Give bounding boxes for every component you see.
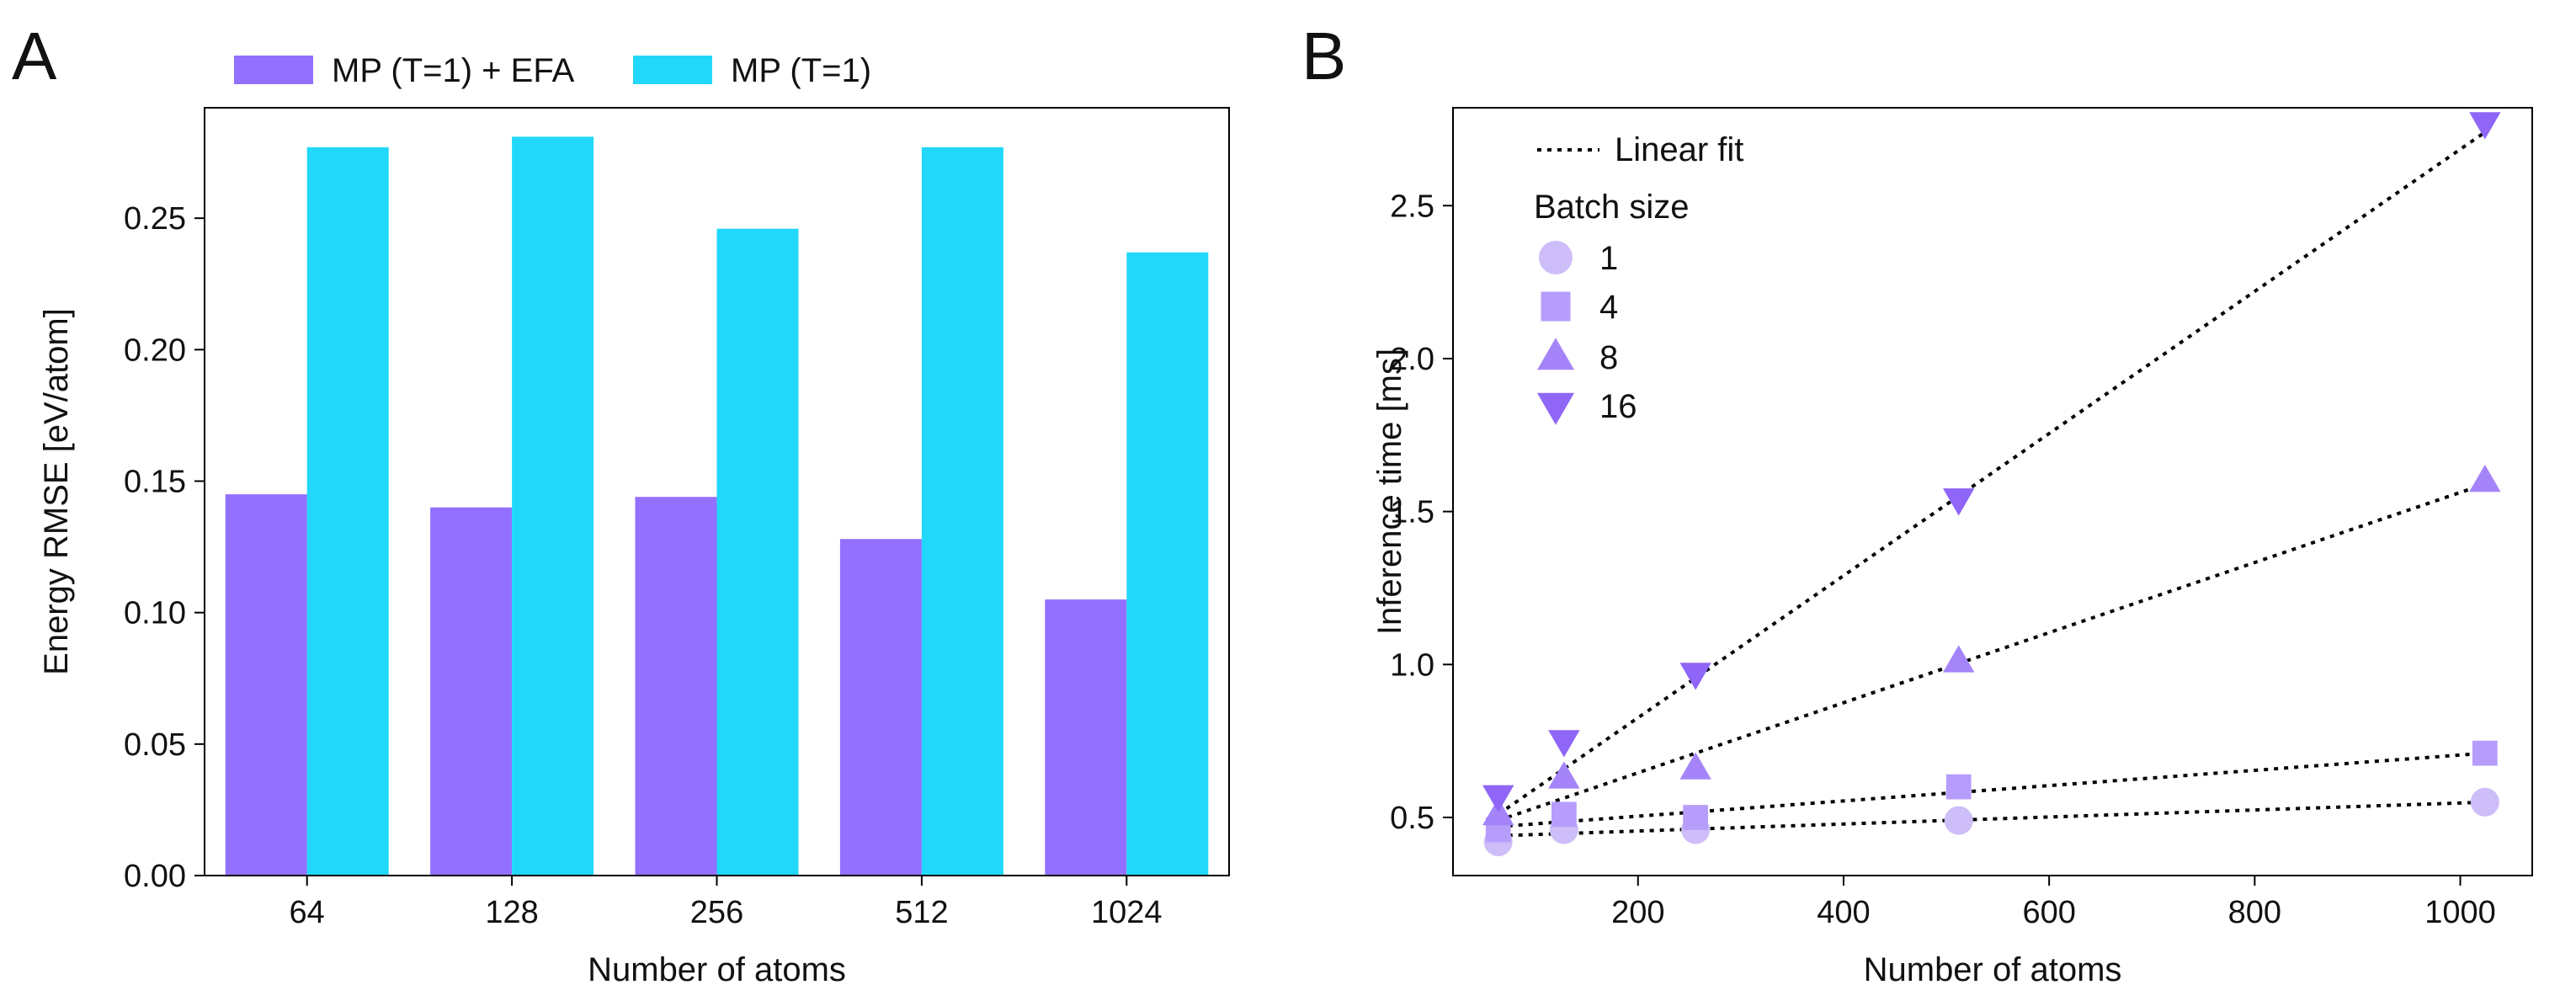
x-tick-label: 512 — [895, 895, 948, 930]
bar — [839, 539, 922, 876]
x-axis-label-b: Number of atoms — [1864, 951, 2122, 985]
x-tick-label: 1000 — [2424, 895, 2496, 930]
x-tick-label: 256 — [690, 895, 743, 930]
legend-label: MP (T=1) + EFA — [332, 52, 575, 89]
marker-square — [1945, 774, 1972, 800]
legend-swatch — [633, 56, 712, 84]
y-tick-label: 0.05 — [124, 727, 186, 763]
marker-circle — [2470, 787, 2499, 817]
plot-frame-a — [204, 107, 1230, 876]
y-tick-label: 0.15 — [124, 465, 186, 500]
y-tick-label: 2.0 — [1390, 342, 1434, 377]
marker-circle — [1944, 806, 1973, 835]
scatter-chart: 200 400 600 800 1000 0.5 1.0 1.5 2.0 2.5 — [1390, 107, 2533, 930]
marker-circle — [1539, 241, 1573, 274]
panel-letter-b: B — [1301, 19, 1346, 93]
marker-triangle-down — [2469, 112, 2501, 140]
marker-triangle-up — [1537, 338, 1574, 370]
plot-frame-b — [1452, 107, 2533, 876]
panel-a: A MP (T=1) + EFA MP (T=1) 64 128 256 512 1024… — [12, 19, 1230, 985]
y-tick-label: 0.10 — [124, 596, 186, 631]
y-tick-label: 0.20 — [124, 333, 186, 368]
legend-b: Linear fit Batch size 1 4 8 16 — [1534, 131, 1743, 425]
bar — [716, 228, 799, 876]
fit-line — [1498, 482, 2486, 823]
legend-label: MP (T=1) — [731, 52, 871, 89]
x-tick-label: 64 — [290, 895, 325, 930]
bar — [225, 494, 307, 876]
legend-title: Batch size — [1534, 189, 1690, 226]
x-tick-label: 600 — [2022, 895, 2075, 930]
marker-square — [2472, 740, 2498, 766]
bar — [635, 497, 717, 876]
fit-line — [1498, 751, 2485, 828]
marker-triangle-down — [1482, 785, 1514, 812]
marker-triangle-up — [2469, 464, 2501, 492]
legend-label: 1 — [1599, 240, 1618, 277]
marker-triangle-down — [1679, 663, 1711, 690]
marker-triangle-down — [1537, 392, 1574, 425]
legend-a: MP (T=1) + EFA MP (T=1) — [234, 52, 871, 89]
marker-triangle-up — [1548, 761, 1580, 789]
x-tick-label: 400 — [1817, 895, 1870, 930]
y-tick-label: 1.0 — [1390, 647, 1434, 683]
legend-swatch — [234, 56, 313, 84]
x-axis-label-a: Number of atoms — [588, 951, 846, 985]
bar — [921, 146, 1003, 876]
legend-label: 4 — [1599, 289, 1618, 326]
marker-square — [1683, 805, 1709, 830]
marker-square — [1551, 801, 1577, 828]
y-tick-label: 0.25 — [124, 201, 186, 237]
x-tick-label: 1024 — [1091, 895, 1163, 930]
x-tick-label: 128 — [485, 895, 538, 930]
x-tick-label: 200 — [1611, 895, 1664, 930]
y-tick-label: 1.5 — [1390, 495, 1434, 530]
legend-fit-label: Linear fit — [1615, 131, 1743, 168]
marker-triangle-up — [1943, 645, 1975, 673]
bar — [306, 146, 389, 876]
y-tick-label: 2.5 — [1390, 189, 1434, 224]
legend-label: 16 — [1599, 388, 1637, 425]
marker-triangle-down — [1943, 488, 1975, 516]
bar — [430, 507, 513, 876]
fit-line — [1497, 130, 2486, 816]
marker-square — [1541, 291, 1571, 322]
y-tick-label: 0.00 — [124, 859, 186, 894]
legend-label: 8 — [1599, 339, 1618, 376]
fit-line — [1498, 800, 2485, 838]
y-tick-label: 0.5 — [1390, 801, 1434, 836]
y-axis-label-a: Energy RMSE [eV/atom] — [38, 308, 75, 675]
bar-chart: 64 128 256 512 1024 0.00 0.05 0.10 0.15 0.20 0.25 — [124, 107, 1230, 930]
bar — [1126, 252, 1209, 876]
x-tick-label: 800 — [2228, 895, 2281, 930]
marker-triangle-down — [1548, 730, 1580, 758]
panel-letter-a: A — [12, 19, 57, 93]
marker-triangle-up — [1679, 752, 1711, 780]
bar — [512, 136, 594, 876]
y-axis-label-b: Inference time [ms] — [1371, 349, 1408, 635]
bar — [1045, 599, 1127, 876]
panel-b: B 200 400 600 800 1000 0.5 1.0 1.5 2.0 2.5 Linear… — [1301, 19, 2533, 985]
